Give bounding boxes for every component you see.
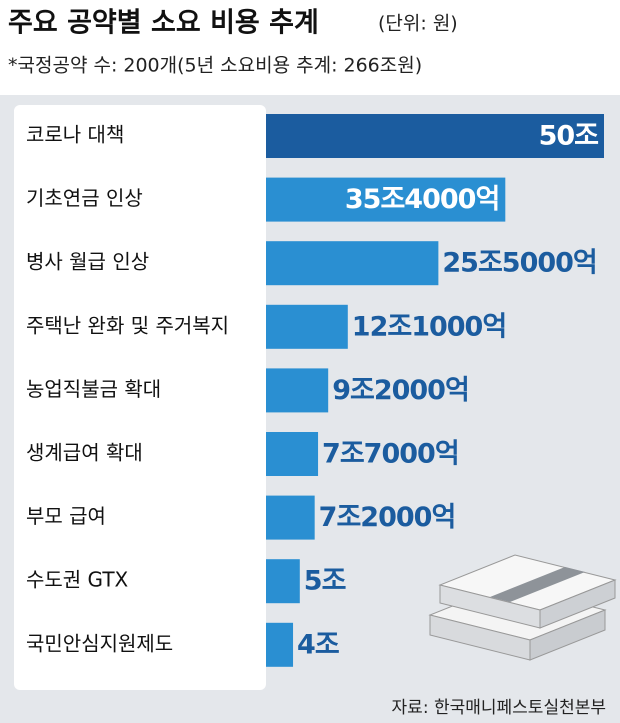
label-panel: [14, 105, 266, 690]
category-label: 수도권 GTX: [26, 568, 129, 592]
money-illustration: [428, 554, 617, 661]
category-label: 국민안심지원제도: [26, 631, 173, 655]
category-label: 주택난 완화 및 주거복지: [26, 313, 229, 337]
chart-title: 주요 공약별 소요 비용 추계: [8, 8, 319, 39]
bar: [266, 368, 329, 413]
category-label: 기초연금 인상: [26, 186, 143, 210]
bar: [266, 177, 506, 222]
value-label: 35조4000억: [345, 184, 499, 215]
category-label: 농업직불금 확대: [26, 377, 161, 401]
value-label: 50조: [539, 121, 599, 152]
value-label: 5조: [304, 566, 346, 597]
header-bg: [0, 0, 620, 95]
bar: [266, 241, 439, 286]
category-label: 생계급여 확대: [26, 441, 143, 465]
value-label: 12조1000억: [352, 311, 506, 342]
bar: [266, 432, 319, 476]
bar: [266, 304, 348, 349]
bar: [266, 114, 604, 158]
category-label: 병사 월급 인상: [26, 250, 149, 274]
chart-subtitle: (단위: 원): [378, 13, 458, 35]
bar: [266, 495, 315, 540]
value-label: 7조7000억: [322, 439, 459, 470]
category-label: 코로나 대책: [26, 123, 124, 147]
value-label: 4조: [297, 629, 339, 660]
bar: [266, 559, 300, 604]
chart-note: *국정공약 수: 200개(5년 소요비용 추계: 266조원): [8, 55, 422, 77]
category-label: 부모 급여: [26, 504, 106, 528]
source: 자료: 한국매니페스토실천본부: [392, 698, 606, 718]
value-label: 7조2000억: [319, 502, 456, 533]
value-label: 25조5000억: [442, 248, 596, 279]
value-label: 9조2000억: [332, 375, 469, 406]
bar: [266, 622, 294, 667]
